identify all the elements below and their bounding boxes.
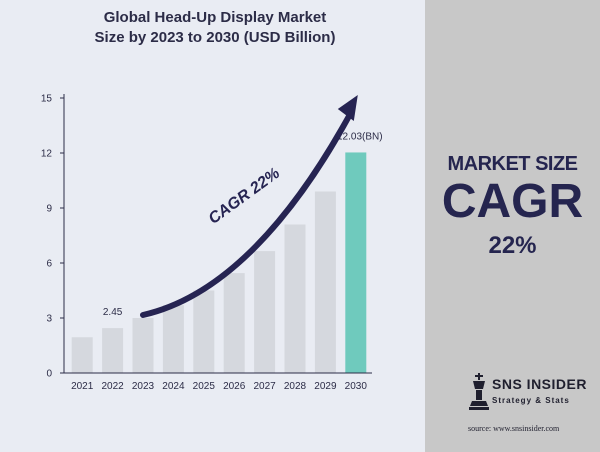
labels-layer: 2021 2022 2023 2024 2025 2026 2027 2028 2029 2030…	[41, 94, 383, 393]
bar-2030	[345, 152, 367, 373]
y-tick-label-12: 12	[41, 149, 53, 160]
bar-2023	[132, 318, 154, 373]
y-tick-label-6: 6	[46, 259, 52, 270]
market-size-label: MARKET SIZE	[447, 153, 578, 175]
bar-2027	[254, 251, 276, 373]
cagr-summary: MARKET SIZE CAGR 22%	[425, 152, 600, 260]
logo-brand: SNS INSIDER	[492, 376, 587, 392]
bar-2021	[71, 337, 93, 373]
cagr-annotation: CAGR 22%	[206, 165, 284, 228]
chart-title-line-1: Global Head-Up Display Market	[103, 9, 327, 26]
x-tick-label-2026: 2026	[223, 381, 246, 392]
x-tick-label-2022: 2022	[101, 381, 124, 392]
x-tick-label-2029: 2029	[314, 381, 337, 392]
data-label-2022: 2.45	[103, 307, 123, 318]
x-tick-label-2023: 2023	[132, 381, 155, 392]
bar-2028	[284, 224, 306, 373]
sns-insider-logo: SNS INSIDER Strategy & Stats	[468, 372, 588, 412]
y-tick-label-0: 0	[46, 369, 52, 380]
data-label-2030: 12.03(BN)	[337, 131, 383, 142]
side-panel	[425, 0, 600, 452]
bar-chart: 2021 2022 2023 2024 2025 2026 2027 2028 2029 2030…	[41, 94, 383, 393]
x-tick-label-2024: 2024	[162, 381, 185, 392]
y-tick-label-9: 9	[46, 204, 52, 215]
y-tick-label-3: 3	[46, 314, 52, 325]
source-credit: source: www.snsinsider.com	[468, 424, 560, 433]
bar-2026	[223, 273, 245, 373]
x-tick-label-2028: 2028	[284, 381, 307, 392]
bar-2024	[162, 305, 184, 373]
cagr-arrow-head	[337, 95, 358, 121]
logo-tagline: Strategy & Stats	[492, 396, 570, 405]
chess-king-icon	[469, 373, 489, 410]
cagr-percentage: 22%	[488, 232, 537, 259]
bar-2022	[102, 328, 124, 373]
chart-title-line-2: Size by 2023 to 2030 (USD Billion)	[94, 29, 336, 46]
bars-layer	[71, 152, 367, 373]
cagr-heading: CAGR	[441, 175, 584, 228]
chart-title: Global Head-Up Display Market Size by 20…	[40, 8, 390, 48]
axes-layer	[60, 94, 372, 374]
x-tick-label-2030: 2030	[345, 381, 368, 392]
x-tick-label-2021: 2021	[71, 381, 94, 392]
cagr-arrow-shaft	[140, 108, 355, 318]
bar-2029	[314, 191, 336, 373]
y-tick-label-15: 15	[41, 94, 53, 105]
x-tick-label-2025: 2025	[193, 381, 216, 392]
bar-2025	[193, 290, 215, 373]
x-tick-label-2027: 2027	[253, 381, 276, 392]
